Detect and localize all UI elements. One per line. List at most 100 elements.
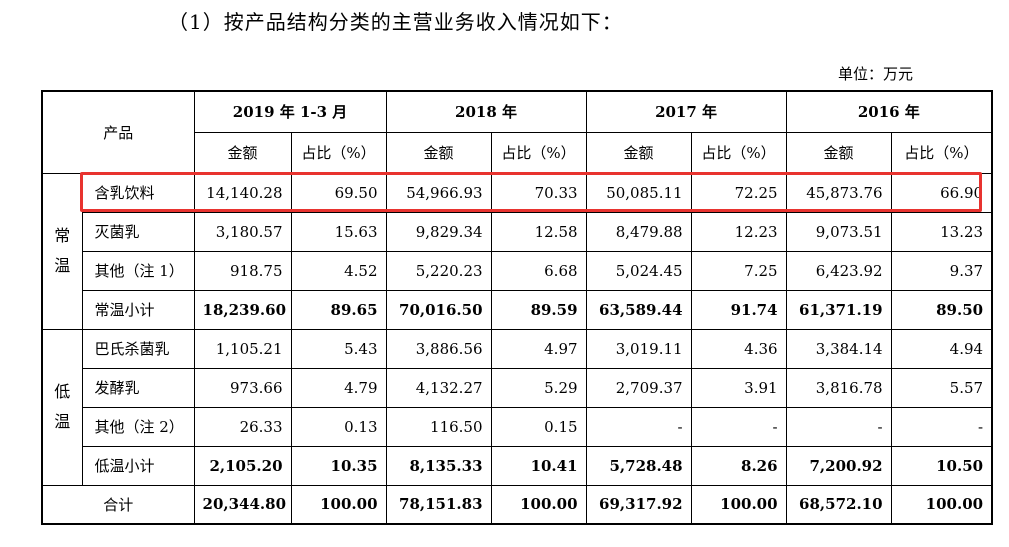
amount-cell: 3,384.14 — [785, 328, 892, 369]
product-name: 含乳饮料 — [81, 172, 195, 213]
share-cell: 89.59 — [490, 289, 587, 330]
share-cell: 100.00 — [890, 484, 994, 525]
share-header: 占比（%） — [690, 131, 787, 174]
amount-cell: 973.66 — [193, 367, 292, 408]
product-name: 其他（注 2） — [81, 406, 195, 447]
amount-header: 金额 — [585, 131, 692, 174]
share-cell: 69.50 — [290, 172, 387, 213]
amount-cell: 4,132.27 — [385, 367, 492, 408]
amount-cell: 2,709.37 — [585, 367, 692, 408]
share-cell: 89.50 — [890, 289, 994, 330]
table-row: 低 温 巴氏杀菌乳 1,105.21 5.43 3,886.56 4.97 3,… — [41, 328, 994, 486]
year-header-2017: 2017 年 — [585, 90, 787, 133]
amount-cell: 45,873.76 — [785, 172, 892, 213]
group-label-normal-temp: 常 温 — [41, 172, 83, 330]
amount-cell: 7,200.92 — [785, 445, 892, 486]
amount-cell: 5,728.48 — [585, 445, 692, 486]
share-cell: 70.33 — [490, 172, 587, 213]
share-cell: 13.23 — [890, 211, 994, 252]
amount-cell: 3,019.11 — [585, 328, 692, 369]
share-cell: 8.26 — [690, 445, 787, 486]
table-row: 其他（注 1） 918.75 4.52 5,220.23 6.68 5,024.… — [42, 250, 994, 291]
amount-cell: - — [585, 406, 692, 447]
table-row: 其他（注 2） 26.33 0.13 116.50 0.15 - - - - — [42, 406, 994, 447]
amount-header: 金额 — [785, 131, 892, 174]
amount-cell: 54,966.93 — [385, 172, 492, 213]
share-cell: 4.36 — [690, 328, 787, 369]
share-header: 占比（%） — [490, 131, 587, 174]
share-cell: - — [690, 406, 787, 447]
amount-cell: 63,589.44 — [585, 289, 692, 330]
year-header-2016: 2016 年 — [785, 90, 994, 133]
share-cell: 7.25 — [690, 250, 787, 291]
year-header-2019q1: 2019 年 1-3 月 — [193, 90, 387, 133]
share-cell: 4.52 — [290, 250, 387, 291]
group-char: 温 — [54, 256, 71, 275]
amount-cell: 70,016.50 — [385, 289, 492, 330]
amount-header: 金额 — [193, 131, 292, 174]
amount-cell: 78,151.83 — [385, 484, 492, 525]
table-row: 发酵乳 973.66 4.79 4,132.27 5.29 2,709.37 3… — [42, 367, 994, 408]
amount-cell: 50,085.11 — [585, 172, 692, 213]
share-cell: 4.79 — [290, 367, 387, 408]
header-row-years: 产品 2019 年 1-3 月 2018 年 2017 年 2016 年 — [40, 90, 994, 174]
share-cell: 3.91 — [690, 367, 787, 408]
product-name: 常温小计 — [81, 289, 195, 330]
group-char: 温 — [54, 412, 71, 431]
share-cell: 10.35 — [290, 445, 387, 486]
amount-cell: 14,140.28 — [193, 172, 292, 213]
amount-cell: 6,423.92 — [785, 250, 892, 291]
product-name: 其他（注 1） — [81, 250, 195, 291]
share-cell: 15.63 — [290, 211, 387, 252]
product-name: 发酵乳 — [81, 367, 195, 408]
amount-cell: 3,816.78 — [785, 367, 892, 408]
amount-header: 金额 — [385, 131, 492, 174]
share-cell: 72.25 — [690, 172, 787, 213]
table-row: 常 温 含乳饮料 14,140.28 69.50 54,966.93 70.33… — [41, 172, 994, 330]
amount-cell: 8,479.88 — [585, 211, 692, 252]
share-cell: 100.00 — [690, 484, 787, 525]
amount-cell: 1,105.21 — [193, 328, 292, 369]
share-cell: 12.58 — [490, 211, 587, 252]
share-cell: 100.00 — [290, 484, 387, 525]
amount-cell: 18,239.60 — [193, 289, 292, 330]
amount-cell: 8,135.33 — [385, 445, 492, 486]
table-row: 灭菌乳 3,180.57 15.63 9,829.34 12.58 8,479.… — [42, 211, 994, 252]
share-cell: 10.41 — [490, 445, 587, 486]
share-cell: 12.23 — [690, 211, 787, 252]
share-cell: 0.15 — [490, 406, 587, 447]
share-cell: 6.68 — [490, 250, 587, 291]
group-char: 低 — [54, 382, 71, 401]
amount-cell: 3,180.57 — [193, 211, 292, 252]
subtotal-row-low-temp: 低温小计 2,105.20 10.35 8,135.33 10.41 5,728… — [42, 445, 994, 486]
share-cell: 10.50 — [890, 445, 994, 486]
share-cell: 4.97 — [490, 328, 587, 369]
product-name: 灭菌乳 — [81, 211, 195, 252]
amount-cell: - — [785, 406, 892, 447]
share-cell: 5.29 — [490, 367, 587, 408]
share-cell: 4.94 — [890, 328, 994, 369]
share-cell: 89.65 — [290, 289, 387, 330]
total-label: 合计 — [40, 484, 195, 525]
revenue-table: 产品 2019 年 1-3 月 2018 年 2017 年 2016 年 金额 … — [40, 90, 994, 525]
share-cell: 5.43 — [290, 328, 387, 369]
product-header: 产品 — [40, 90, 195, 174]
amount-cell: 61,371.19 — [785, 289, 892, 330]
group-label-low-temp: 低 温 — [41, 328, 83, 486]
total-row: 合计 20,344.80 100.00 78,151.83 100.00 69,… — [40, 484, 994, 525]
group-char: 常 — [54, 226, 71, 245]
product-name: 低温小计 — [81, 445, 195, 486]
amount-cell: 9,073.51 — [785, 211, 892, 252]
product-name: 巴氏杀菌乳 — [81, 328, 195, 369]
amount-cell: 2,105.20 — [193, 445, 292, 486]
subtotal-row-normal-temp: 常温小计 18,239.60 89.65 70,016.50 89.59 63,… — [42, 289, 994, 330]
share-cell: 9.37 — [890, 250, 994, 291]
amount-cell: 918.75 — [193, 250, 292, 291]
amount-cell: 68,572.10 — [785, 484, 892, 525]
amount-cell: 5,024.45 — [585, 250, 692, 291]
amount-cell: 3,886.56 — [385, 328, 492, 369]
share-cell: 0.13 — [290, 406, 387, 447]
amount-cell: 69,317.92 — [585, 484, 692, 525]
section-heading: （1）按产品结构分类的主营业务收入情况如下： — [168, 10, 623, 34]
year-header-2018: 2018 年 — [385, 90, 587, 133]
